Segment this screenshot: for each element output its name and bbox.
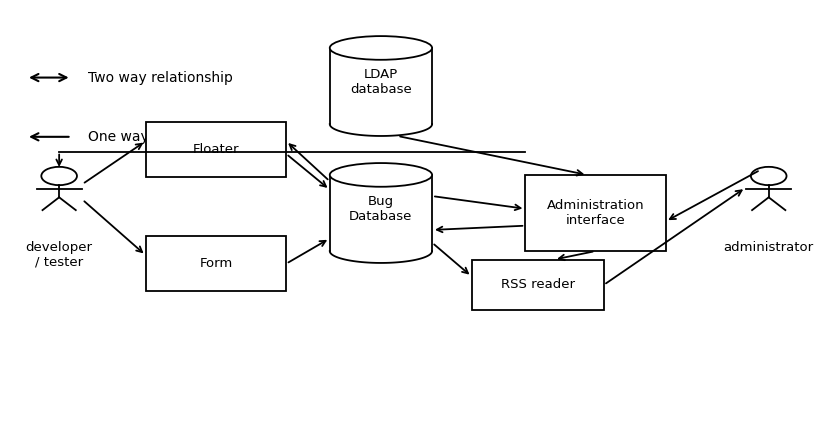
FancyBboxPatch shape	[146, 236, 285, 291]
Text: Administration
interface: Administration interface	[546, 199, 643, 227]
Text: LDAP
database: LDAP database	[350, 68, 411, 96]
Bar	[329, 175, 432, 251]
Text: developer
/ tester: developer / tester	[26, 241, 93, 268]
FancyBboxPatch shape	[524, 175, 665, 251]
FancyBboxPatch shape	[146, 122, 285, 177]
Text: RSS reader: RSS reader	[500, 279, 574, 291]
Text: One way relationship: One way relationship	[88, 130, 235, 144]
Circle shape	[41, 167, 77, 185]
Text: Floater: Floater	[193, 143, 239, 156]
Ellipse shape	[329, 36, 432, 60]
Text: Two way relationship: Two way relationship	[88, 71, 232, 85]
Circle shape	[750, 167, 786, 185]
Text: Bug
Database: Bug Database	[349, 195, 412, 223]
Polygon shape	[329, 251, 432, 263]
Bar	[329, 48, 432, 124]
FancyBboxPatch shape	[471, 259, 603, 311]
Text: Form: Form	[199, 257, 232, 270]
Ellipse shape	[329, 163, 432, 187]
Polygon shape	[329, 124, 432, 136]
Text: administrator: administrator	[723, 241, 813, 253]
